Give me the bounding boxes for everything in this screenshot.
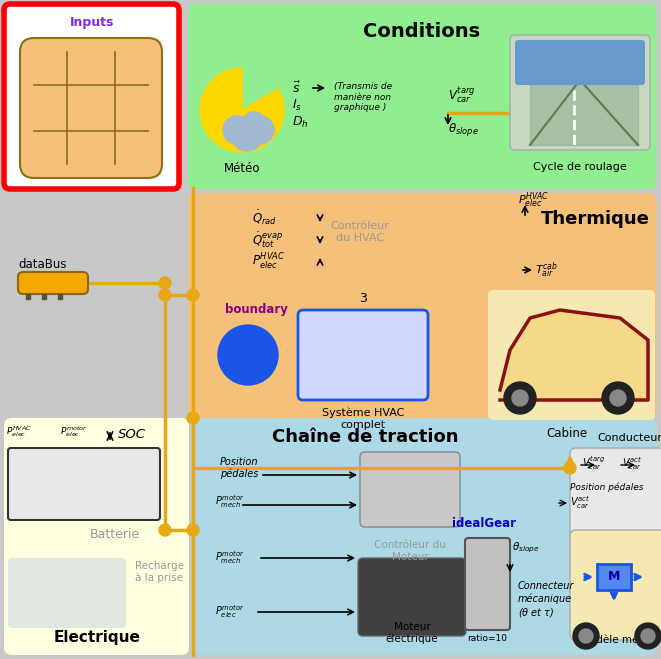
- Text: Météo: Météo: [224, 162, 260, 175]
- Text: $P_{mech}^{motor}$: $P_{mech}^{motor}$: [215, 550, 245, 566]
- FancyBboxPatch shape: [193, 418, 657, 655]
- Text: M: M: [608, 571, 620, 583]
- FancyBboxPatch shape: [18, 272, 88, 294]
- Text: ratio=10: ratio=10: [467, 634, 507, 643]
- Text: Electrique: Electrique: [54, 630, 140, 645]
- FancyBboxPatch shape: [358, 558, 466, 636]
- Text: Cycle de roulage: Cycle de roulage: [533, 162, 627, 172]
- Text: Modèle mécanique: Modèle mécanique: [580, 635, 661, 645]
- Text: Position pédales: Position pédales: [570, 482, 644, 492]
- Text: dataBus: dataBus: [18, 258, 67, 272]
- Text: $\dot{Q}_{tot}^{evap}$: $\dot{Q}_{tot}^{evap}$: [252, 230, 283, 250]
- Circle shape: [564, 462, 576, 474]
- Polygon shape: [500, 310, 648, 400]
- Circle shape: [641, 629, 655, 643]
- Wedge shape: [200, 68, 284, 152]
- FancyBboxPatch shape: [4, 4, 179, 189]
- Circle shape: [187, 412, 199, 424]
- Circle shape: [159, 524, 171, 536]
- Circle shape: [573, 623, 599, 649]
- Text: $V_{car}^{act}$: $V_{car}^{act}$: [570, 495, 590, 511]
- Circle shape: [610, 390, 626, 406]
- Text: Recharge
à la prise: Recharge à la prise: [135, 561, 184, 583]
- FancyBboxPatch shape: [188, 193, 657, 418]
- Circle shape: [635, 623, 661, 649]
- Text: $P_{elec}^{HVAC}$: $P_{elec}^{HVAC}$: [252, 252, 285, 272]
- FancyBboxPatch shape: [8, 448, 160, 520]
- Text: $P_{mech}^{motor}$: $P_{mech}^{motor}$: [215, 494, 245, 511]
- Circle shape: [218, 325, 278, 385]
- Circle shape: [159, 277, 171, 289]
- FancyBboxPatch shape: [298, 310, 428, 400]
- Circle shape: [159, 289, 171, 301]
- Circle shape: [231, 119, 263, 151]
- FancyBboxPatch shape: [188, 4, 657, 189]
- Text: $\theta_{slope}$: $\theta_{slope}$: [512, 541, 539, 555]
- Circle shape: [242, 112, 266, 136]
- Text: Cabine: Cabine: [547, 427, 588, 440]
- Text: Thermique: Thermique: [541, 210, 650, 228]
- Text: $I_s$: $I_s$: [292, 98, 302, 113]
- FancyBboxPatch shape: [570, 530, 661, 640]
- Text: $P_{elec}^{HVAC}$: $P_{elec}^{HVAC}$: [518, 190, 549, 210]
- Circle shape: [602, 382, 634, 414]
- FancyBboxPatch shape: [8, 558, 126, 628]
- Text: Chaîne de traction: Chaîne de traction: [272, 428, 458, 446]
- Circle shape: [187, 289, 199, 301]
- FancyBboxPatch shape: [4, 418, 189, 655]
- Text: Moteur
électrique: Moteur électrique: [385, 622, 438, 644]
- FancyBboxPatch shape: [20, 38, 162, 178]
- FancyBboxPatch shape: [360, 452, 460, 527]
- FancyBboxPatch shape: [515, 40, 645, 85]
- FancyBboxPatch shape: [488, 290, 655, 420]
- Text: $\dot{Q}_{rad}$: $\dot{Q}_{rad}$: [252, 209, 277, 227]
- Text: $V_{car}^{targ}$: $V_{car}^{targ}$: [582, 455, 605, 472]
- Bar: [58, 294, 62, 299]
- Text: Système HVAC
complet: Système HVAC complet: [322, 408, 404, 430]
- Bar: [42, 294, 46, 299]
- Text: Conducteur: Conducteur: [598, 433, 661, 443]
- Text: $T_{air}^{cab}$: $T_{air}^{cab}$: [535, 260, 558, 280]
- Text: Inputs: Inputs: [70, 16, 114, 29]
- Bar: [26, 294, 30, 299]
- Text: $V_{car}^{act}$: $V_{car}^{act}$: [622, 455, 642, 472]
- Text: SOC: SOC: [118, 428, 146, 442]
- Circle shape: [579, 629, 593, 643]
- Text: $\theta_{slope}$: $\theta_{slope}$: [448, 121, 479, 138]
- Text: boundary: boundary: [225, 304, 288, 316]
- Text: idealGear: idealGear: [452, 517, 516, 530]
- Circle shape: [246, 116, 274, 144]
- Text: Batterie: Batterie: [90, 528, 140, 541]
- FancyBboxPatch shape: [465, 538, 510, 630]
- Text: $P_{elec}^{HVAC}$: $P_{elec}^{HVAC}$: [6, 424, 32, 439]
- Text: Contrôleur
du HVAC: Contrôleur du HVAC: [330, 221, 389, 243]
- Text: $P_{elec}^{motor}$: $P_{elec}^{motor}$: [60, 424, 87, 439]
- Text: $P_{elec}^{motor}$: $P_{elec}^{motor}$: [215, 604, 245, 620]
- Text: (Transmis de
manière non
graphique ): (Transmis de manière non graphique ): [334, 82, 392, 112]
- Text: $D_h$: $D_h$: [292, 115, 309, 130]
- FancyBboxPatch shape: [510, 35, 650, 150]
- Circle shape: [504, 382, 536, 414]
- Text: $\vec{s}$: $\vec{s}$: [292, 80, 301, 96]
- Text: Connecteur
mécanique
($\theta$ et $\tau$): Connecteur mécanique ($\theta$ et $\tau$…: [518, 581, 574, 619]
- Circle shape: [512, 390, 528, 406]
- Text: $V_{car}^{targ}$: $V_{car}^{targ}$: [448, 85, 475, 105]
- FancyBboxPatch shape: [597, 564, 631, 590]
- FancyBboxPatch shape: [570, 448, 661, 543]
- Circle shape: [187, 524, 199, 536]
- Text: Contrôleur du
Moteur: Contrôleur du Moteur: [374, 540, 446, 561]
- Text: 3: 3: [359, 292, 367, 305]
- Text: Conditions: Conditions: [364, 22, 481, 41]
- Circle shape: [223, 116, 251, 144]
- Text: Position
pédales: Position pédales: [220, 457, 258, 479]
